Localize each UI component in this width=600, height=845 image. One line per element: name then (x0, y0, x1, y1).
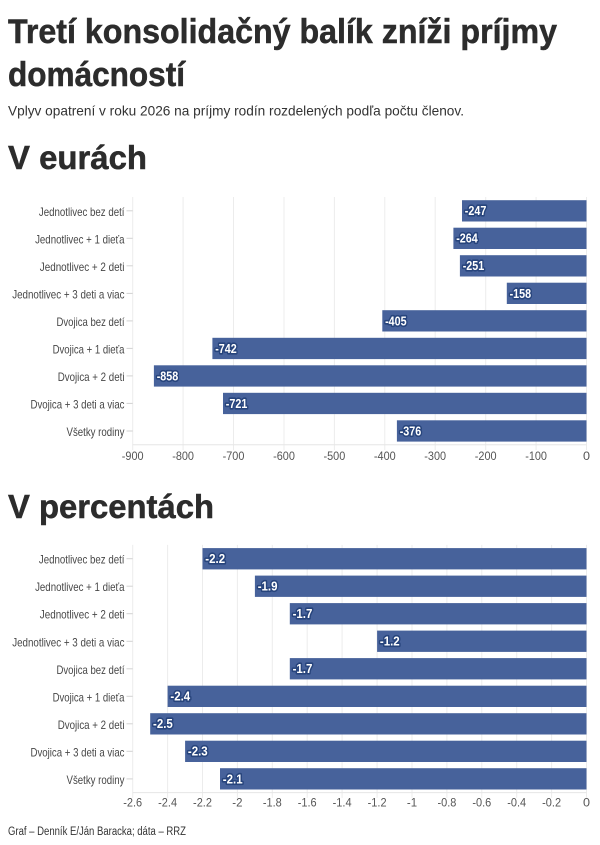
svg-text:0: 0 (583, 449, 590, 463)
svg-text:Graf – Denník E/Ján Baracka; d: Graf – Denník E/Ján Baracka; dáta – RRZ (8, 826, 186, 838)
svg-text:-0.8: -0.8 (437, 796, 456, 810)
svg-text:Vplyv opatrení v roku 2026 na: Vplyv opatrení v roku 2026 na príjmy rod… (8, 103, 464, 119)
svg-text:V eurách: V eurách (8, 139, 147, 176)
svg-text:-600: -600 (273, 449, 295, 463)
svg-text:Dvojica + 2 deti: Dvojica + 2 deti (58, 370, 125, 384)
svg-text:Jednotlivec + 2 deti: Jednotlivec + 2 deti (40, 260, 125, 274)
svg-text:Jednotlivec + 3 deti a viac: Jednotlivec + 3 deti a viac (12, 635, 124, 649)
svg-text:-376: -376 (400, 424, 422, 438)
svg-text:-1.4: -1.4 (333, 796, 352, 810)
svg-text:-742: -742 (215, 342, 237, 356)
svg-text:-2: -2 (232, 796, 242, 810)
svg-text:-158: -158 (510, 287, 532, 301)
svg-text:-1.7: -1.7 (293, 662, 313, 676)
svg-text:Tretí konsolidačný balík zníži: Tretí konsolidačný balík zníži príjmy (8, 13, 557, 51)
svg-text:-405: -405 (385, 314, 407, 328)
svg-text:Jednotlivec + 1 dieťa: Jednotlivec + 1 dieťa (35, 232, 125, 246)
svg-text:Dvojica + 1 dieťa: Dvojica + 1 dieťa (53, 690, 125, 704)
svg-text:-1.7: -1.7 (293, 607, 313, 621)
svg-text:-2.3: -2.3 (188, 745, 208, 759)
svg-text:-2.2: -2.2 (205, 552, 225, 566)
svg-text:Jednotlivec + 3 deti a viac: Jednotlivec + 3 deti a viac (12, 287, 124, 301)
svg-text:-1.9: -1.9 (258, 580, 278, 594)
svg-text:-1.6: -1.6 (298, 796, 317, 810)
svg-text:-2.1: -2.1 (223, 772, 243, 786)
svg-text:-1: -1 (407, 796, 417, 810)
svg-text:Jednotlivec bez detí: Jednotlivec bez detí (39, 205, 125, 219)
svg-text:Dvojica + 3 deti a viac: Dvojica + 3 deti a viac (31, 397, 125, 411)
svg-text:-700: -700 (223, 449, 245, 463)
svg-text:-247: -247 (465, 204, 487, 218)
svg-text:-500: -500 (324, 449, 346, 463)
svg-text:-2.5: -2.5 (153, 717, 173, 731)
svg-text:Jednotlivec + 2 deti: Jednotlivec + 2 deti (40, 608, 125, 622)
svg-text:-1.8: -1.8 (263, 796, 282, 810)
svg-text:-300: -300 (424, 449, 446, 463)
svg-text:domácností: domácností (8, 56, 186, 94)
svg-text:-2.4: -2.4 (158, 796, 177, 810)
svg-text:-264: -264 (456, 232, 478, 246)
svg-text:Všetky rodiny: Všetky rodiny (67, 773, 125, 787)
svg-text:-1.2: -1.2 (380, 635, 400, 649)
svg-text:-0.2: -0.2 (542, 796, 561, 810)
svg-text:Dvojica + 2 deti: Dvojica + 2 deti (58, 718, 125, 732)
svg-text:-251: -251 (463, 259, 485, 273)
svg-text:-858: -858 (157, 369, 179, 383)
svg-text:-400: -400 (374, 449, 396, 463)
svg-text:-2.2: -2.2 (193, 796, 212, 810)
svg-text:-2.4: -2.4 (170, 690, 190, 704)
svg-text:-800: -800 (172, 449, 194, 463)
svg-text:-1.2: -1.2 (368, 796, 387, 810)
svg-text:-0.6: -0.6 (472, 796, 491, 810)
svg-text:-900: -900 (122, 449, 144, 463)
svg-text:Jednotlivec bez detí: Jednotlivec bez detí (39, 553, 125, 567)
svg-text:-100: -100 (525, 449, 547, 463)
svg-text:Jednotlivec + 1 dieťa: Jednotlivec + 1 dieťa (35, 580, 125, 594)
svg-text:Dvojica bez detí: Dvojica bez detí (57, 663, 126, 677)
svg-text:0: 0 (583, 796, 590, 810)
svg-text:Všetky rodiny: Všetky rodiny (67, 425, 125, 439)
svg-text:Dvojica + 1 dieťa: Dvojica + 1 dieťa (53, 342, 125, 356)
svg-text:-2.6: -2.6 (123, 796, 142, 810)
svg-text:Dvojica + 3 deti a viac: Dvojica + 3 deti a viac (31, 745, 125, 759)
svg-text:-200: -200 (475, 449, 497, 463)
svg-text:V percentách: V percentách (8, 488, 214, 525)
svg-text:-721: -721 (226, 397, 248, 411)
svg-text:-0.4: -0.4 (507, 796, 526, 810)
svg-text:Dvojica bez detí: Dvojica bez detí (57, 315, 126, 329)
